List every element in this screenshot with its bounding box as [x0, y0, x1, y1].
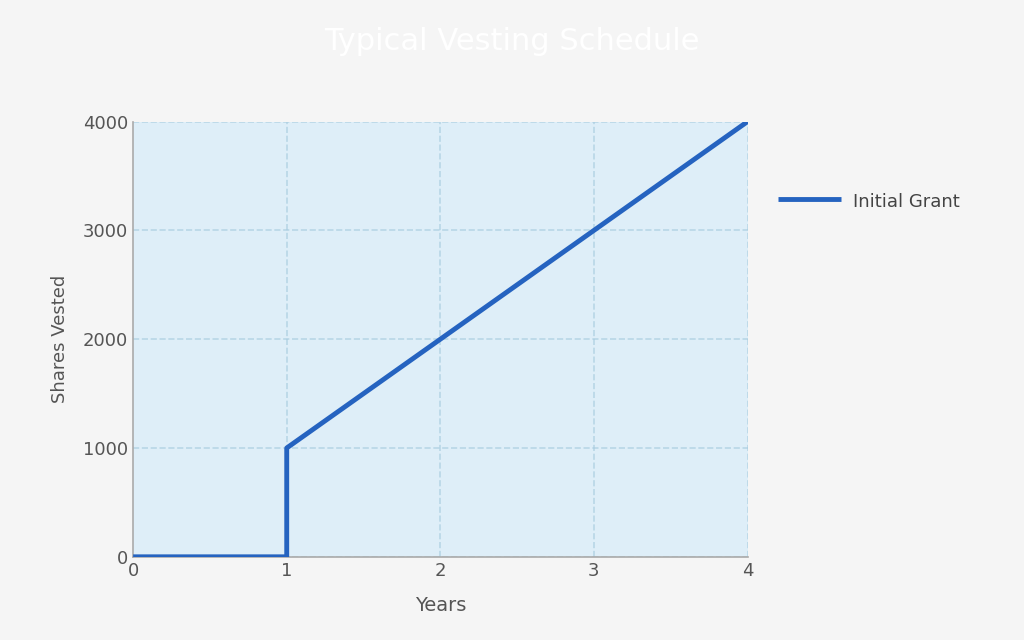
Text: Initial Grant: Initial Grant: [853, 193, 959, 211]
X-axis label: Years: Years: [415, 596, 466, 615]
Text: Typical Vesting Schedule: Typical Vesting Schedule: [325, 27, 699, 56]
Y-axis label: Shares Vested: Shares Vested: [51, 275, 70, 403]
